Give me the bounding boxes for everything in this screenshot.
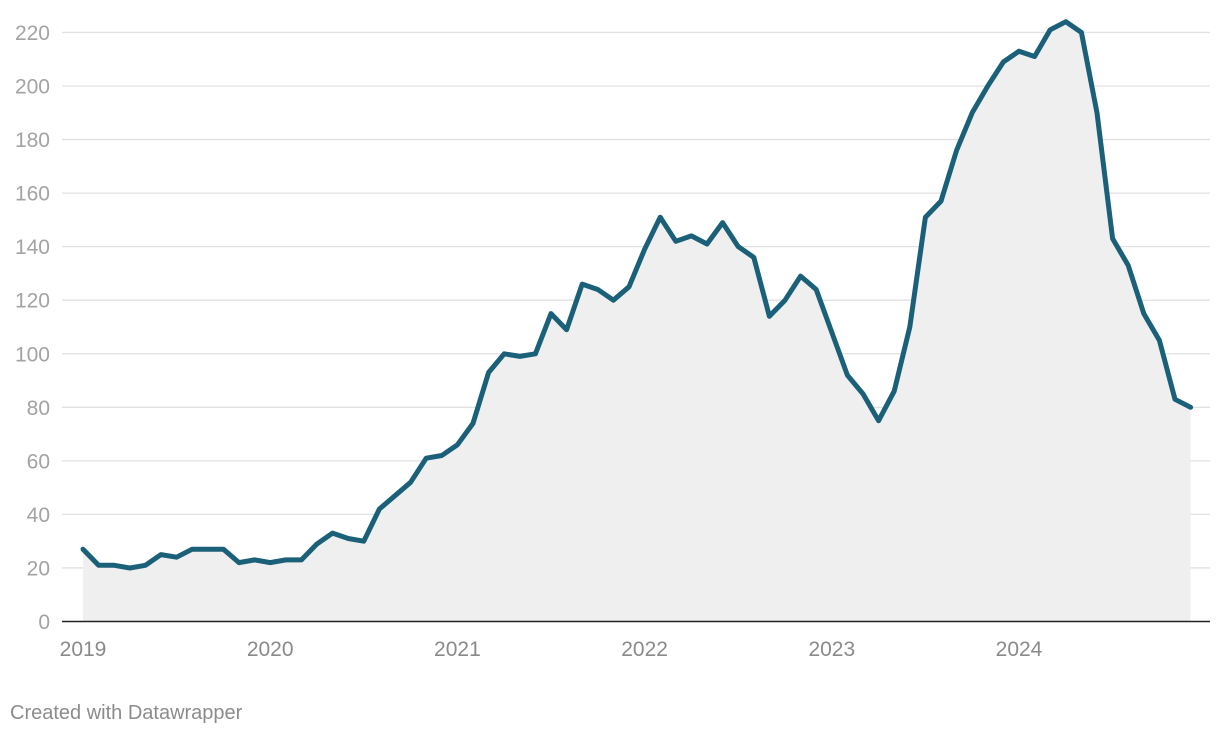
y-tick-label: 180 <box>15 129 50 152</box>
y-tick-label: 200 <box>15 76 50 99</box>
y-tick-label: 20 <box>27 557 50 580</box>
y-axis-ticks: 0 20 40 60 80 100 120 140 160 180 200 220 <box>15 22 50 634</box>
y-tick-label: 160 <box>15 183 50 206</box>
y-tick-label: 0 <box>38 611 50 634</box>
x-tick-label: 2024 <box>996 638 1043 661</box>
x-tick-label: 2023 <box>808 638 855 661</box>
y-tick-label: 80 <box>27 397 50 420</box>
x-tick-label: 2022 <box>621 638 668 661</box>
y-tick-label: 220 <box>15 22 50 45</box>
x-tick-label: 2020 <box>247 638 294 661</box>
x-tick-label: 2021 <box>434 638 481 661</box>
series-area <box>83 21 1191 622</box>
y-tick-label: 40 <box>27 504 50 527</box>
y-tick-label: 140 <box>15 236 50 259</box>
y-tick-label: 120 <box>15 290 50 313</box>
y-tick-label: 60 <box>27 450 50 473</box>
footer-credit: Created with Datawrapper <box>10 702 243 724</box>
x-tick-label: 2019 <box>60 638 107 661</box>
x-axis-ticks: 2019 2020 2021 2022 2023 2024 <box>60 638 1043 661</box>
y-tick-label: 100 <box>15 343 50 366</box>
series-line <box>80 19 1194 571</box>
area-layer <box>62 19 1210 623</box>
